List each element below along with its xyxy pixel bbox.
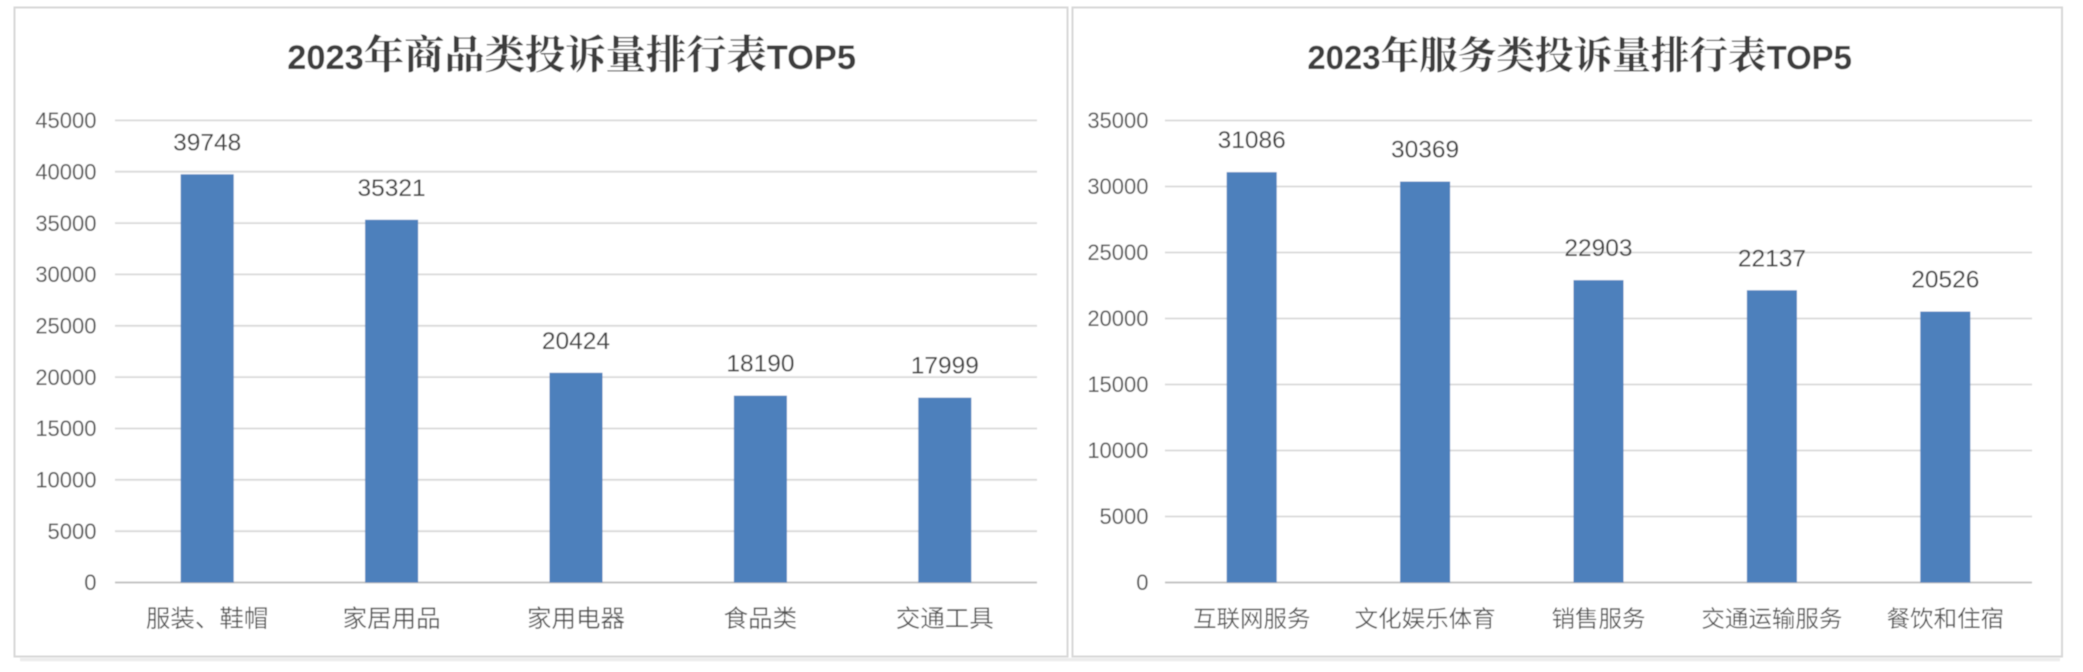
svg-text:TOP5: TOP5 (767, 39, 856, 77)
svg-text:10000: 10000 (1087, 438, 1148, 463)
svg-text:15000: 15000 (1087, 372, 1148, 397)
svg-text:5000: 5000 (1100, 504, 1149, 529)
svg-text:30000: 30000 (35, 262, 96, 287)
svg-text:35000: 35000 (1087, 108, 1148, 133)
svg-text:39748: 39748 (173, 129, 241, 156)
svg-text:31086: 31086 (1218, 127, 1286, 154)
svg-text:5000: 5000 (48, 519, 97, 544)
svg-text:22903: 22903 (1564, 235, 1632, 262)
svg-text:0: 0 (1136, 570, 1148, 595)
svg-text:20526: 20526 (1911, 267, 1979, 294)
svg-text:20424: 20424 (542, 328, 610, 355)
svg-text:25000: 25000 (35, 314, 96, 339)
svg-text:30369: 30369 (1391, 137, 1459, 164)
svg-text:TOP5: TOP5 (1767, 39, 1852, 76)
svg-text:20000: 20000 (35, 365, 96, 390)
svg-text:45000: 45000 (35, 108, 96, 133)
svg-text:2023: 2023 (1307, 39, 1380, 76)
svg-text:22137: 22137 (1738, 245, 1806, 272)
svg-text:40000: 40000 (35, 159, 96, 184)
svg-text:25000: 25000 (1087, 240, 1148, 265)
svg-text:35321: 35321 (358, 175, 426, 202)
svg-text:2023: 2023 (287, 39, 364, 77)
svg-text:15000: 15000 (35, 416, 96, 441)
svg-text:35000: 35000 (35, 211, 96, 236)
svg-text:10000: 10000 (35, 468, 96, 493)
svg-text:20000: 20000 (1087, 306, 1148, 331)
svg-text:17999: 17999 (911, 353, 979, 380)
svg-text:30000: 30000 (1087, 174, 1148, 199)
svg-text:0: 0 (84, 570, 96, 595)
svg-text:18190: 18190 (726, 351, 794, 378)
